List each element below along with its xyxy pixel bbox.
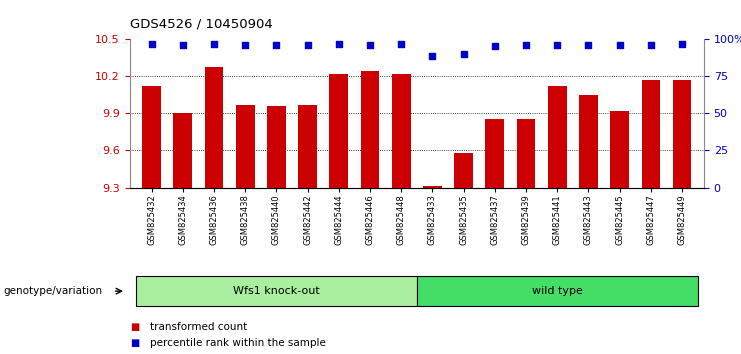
Text: transformed count: transformed count — [150, 322, 247, 332]
Point — [645, 42, 657, 48]
Bar — [423, 187, 442, 188]
Text: GDS4526 / 10450904: GDS4526 / 10450904 — [130, 17, 273, 30]
Bar — [142, 86, 161, 188]
Bar — [485, 120, 504, 188]
Bar — [205, 68, 223, 188]
Bar — [298, 104, 317, 188]
Point — [582, 42, 594, 48]
Text: genotype/variation: genotype/variation — [4, 286, 103, 296]
Text: Wfs1 knock-out: Wfs1 knock-out — [233, 286, 319, 296]
Bar — [673, 80, 691, 188]
Point — [395, 41, 407, 47]
Bar — [454, 153, 473, 188]
Point — [520, 42, 532, 48]
Bar — [548, 86, 567, 188]
Point — [333, 41, 345, 47]
Bar — [267, 106, 286, 188]
Bar — [416, 276, 698, 306]
Text: ■: ■ — [130, 338, 139, 348]
Point — [239, 42, 251, 48]
Bar — [611, 111, 629, 188]
Point — [677, 41, 688, 47]
Point — [614, 42, 625, 48]
Bar — [361, 71, 379, 188]
Point — [364, 42, 376, 48]
Point — [458, 51, 470, 57]
Text: wild type: wild type — [532, 286, 582, 296]
Point — [145, 41, 157, 47]
Text: ■: ■ — [130, 322, 139, 332]
Bar — [173, 113, 192, 188]
Text: percentile rank within the sample: percentile rank within the sample — [150, 338, 326, 348]
Bar — [642, 80, 660, 188]
Point — [427, 53, 439, 59]
Point — [177, 42, 189, 48]
Bar — [392, 74, 411, 188]
Bar — [579, 95, 598, 188]
Bar — [516, 120, 536, 188]
Bar — [136, 276, 416, 306]
Point — [270, 42, 282, 48]
Point — [551, 42, 563, 48]
Point — [489, 44, 501, 49]
Bar — [330, 74, 348, 188]
Point — [208, 41, 220, 47]
Point — [302, 42, 313, 48]
Bar — [236, 104, 254, 188]
